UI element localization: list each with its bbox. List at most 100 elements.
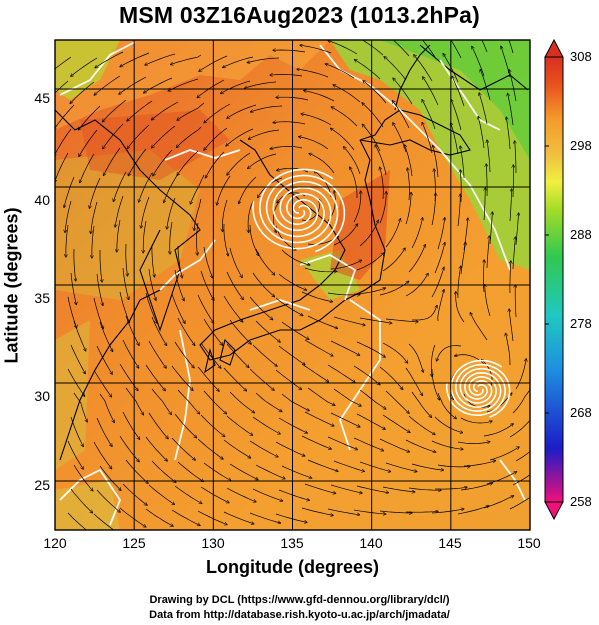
streamline [423,77,439,106]
streamline [145,508,173,526]
streamline [385,390,409,413]
streamline [379,366,403,389]
streamline [222,199,228,232]
streamline [304,267,337,272]
streamline [411,218,423,249]
streamline [122,339,139,368]
streamline [171,54,202,65]
streamline [457,442,490,444]
streamline [460,146,465,179]
streamline [99,250,102,282]
streamline [171,365,193,390]
streamline [333,388,361,406]
streamline [93,441,112,469]
streamline [327,508,360,515]
streamline [356,485,388,493]
streamline [385,462,417,472]
streamline [356,413,385,429]
streamline [297,69,329,78]
y-tick-label: 25 [34,477,50,493]
streamline [194,198,202,230]
streamline [408,415,435,435]
streamline [113,171,127,201]
streamline [362,103,384,128]
streamline [171,437,195,460]
streamline [125,387,143,415]
streamline [204,127,228,150]
streamline [66,224,69,257]
streamline [301,363,329,382]
streamline [174,485,202,504]
streamline [486,472,517,485]
streamline [405,193,411,225]
colorbar-tick-label: 268 [570,405,592,420]
x-tick-label: 145 [438,535,462,551]
streamline [350,167,358,198]
cyclone-center-north-spiral [259,168,334,244]
streamline [223,56,254,67]
streamline [434,243,445,274]
streamline [245,81,277,88]
streamline [509,70,517,102]
x-tick-label: 150 [517,535,541,551]
streamline [203,462,231,481]
streamline [422,100,436,130]
streamline [515,451,530,462]
streamline [281,465,312,478]
streamline [152,101,179,120]
streamline [509,309,514,342]
streamline [353,191,361,223]
streamline [405,439,436,452]
streamline [203,318,223,345]
streamline [125,315,139,345]
streamline [451,100,462,131]
streamline [92,225,95,258]
cyclone-center-south-spiral [455,363,511,418]
streamline [460,417,492,423]
streamline [431,193,436,226]
streamline [145,436,167,461]
streamline [375,145,387,176]
streamline [385,219,400,248]
streamline [405,367,423,395]
streamline [96,489,120,512]
streamline [153,149,173,176]
streamline [55,80,69,94]
streamline [73,464,93,491]
streamline [70,344,85,374]
streamline [248,200,254,232]
streamline [255,464,285,479]
streamline [304,411,334,426]
streamline [93,297,103,329]
y-tick-label: 30 [34,388,50,404]
x-tick-label: 140 [359,535,383,551]
y-tick-label: 45 [34,90,50,106]
streamline [333,85,361,103]
streamline [249,368,274,390]
colorbar [544,38,564,521]
streamline [508,40,514,54]
x-axis-label: Longitude (degrees) [205,557,379,577]
streamline [480,70,491,101]
streamline [70,488,92,513]
streamline [353,437,383,451]
streamline [281,321,309,339]
streamline [249,296,273,320]
streamline [148,484,174,504]
streamline [431,368,440,400]
streamline [70,81,95,103]
wind-streamlines [55,40,530,530]
streamline [481,40,488,53]
streamline [227,152,251,175]
streamline [359,389,386,409]
streamline [200,414,225,437]
streamline [405,511,438,512]
streamline [422,40,436,58]
streamline [174,341,194,368]
streamline [408,343,423,372]
streamline [405,274,428,297]
streamline [119,291,129,323]
streamline [252,416,280,434]
streamline [301,507,333,515]
